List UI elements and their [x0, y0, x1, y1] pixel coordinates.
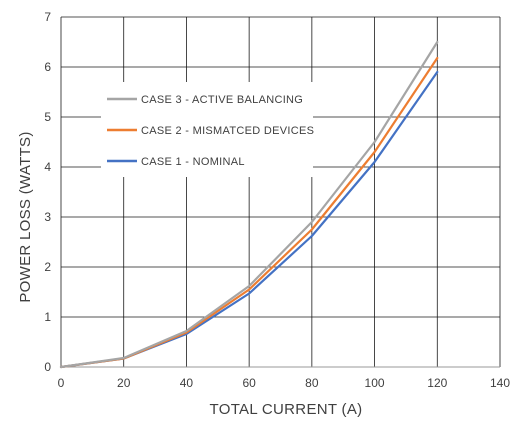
- data-series: [59, 40, 439, 369]
- x-axis-title: TOTAL CURRENT (A): [210, 401, 363, 418]
- legend: CASE 3 - ACTIVE BALANCING CASE 2 - MISMAT…: [101, 82, 314, 177]
- y-tick-label: 4: [44, 160, 51, 174]
- legend-label: CASE 3 - ACTIVE BALANCING: [141, 94, 303, 106]
- x-tick-label: 80: [305, 376, 319, 390]
- y-tick-label: 2: [44, 260, 51, 274]
- x-tick-label: 140: [490, 376, 510, 390]
- axis-ticks: 0 20 40 60 80 100 120 140 0 1 2 3 4 5 6 7: [44, 10, 510, 390]
- y-tick-label: 3: [44, 210, 51, 224]
- x-tick-label: 40: [180, 376, 194, 390]
- x-tick-label: 20: [117, 376, 131, 390]
- y-tick-label: 1: [44, 310, 51, 324]
- y-tick-label: 5: [44, 110, 51, 124]
- y-tick-label: 0: [44, 360, 51, 374]
- x-tick-label: 100: [365, 376, 385, 390]
- legend-label: CASE 2 - MISMATCED DEVICES: [141, 125, 314, 137]
- series-line-1: [59, 40, 439, 369]
- x-tick-label: 0: [58, 376, 65, 390]
- legend-label: CASE 1 - NOMINAL: [141, 156, 245, 168]
- y-tick-label: 7: [44, 10, 51, 24]
- y-axis-title: POWER LOSS (WATTS): [17, 131, 34, 302]
- x-tick-label: 120: [427, 376, 447, 390]
- x-tick-label: 60: [242, 376, 256, 390]
- y-tick-label: 6: [44, 60, 51, 74]
